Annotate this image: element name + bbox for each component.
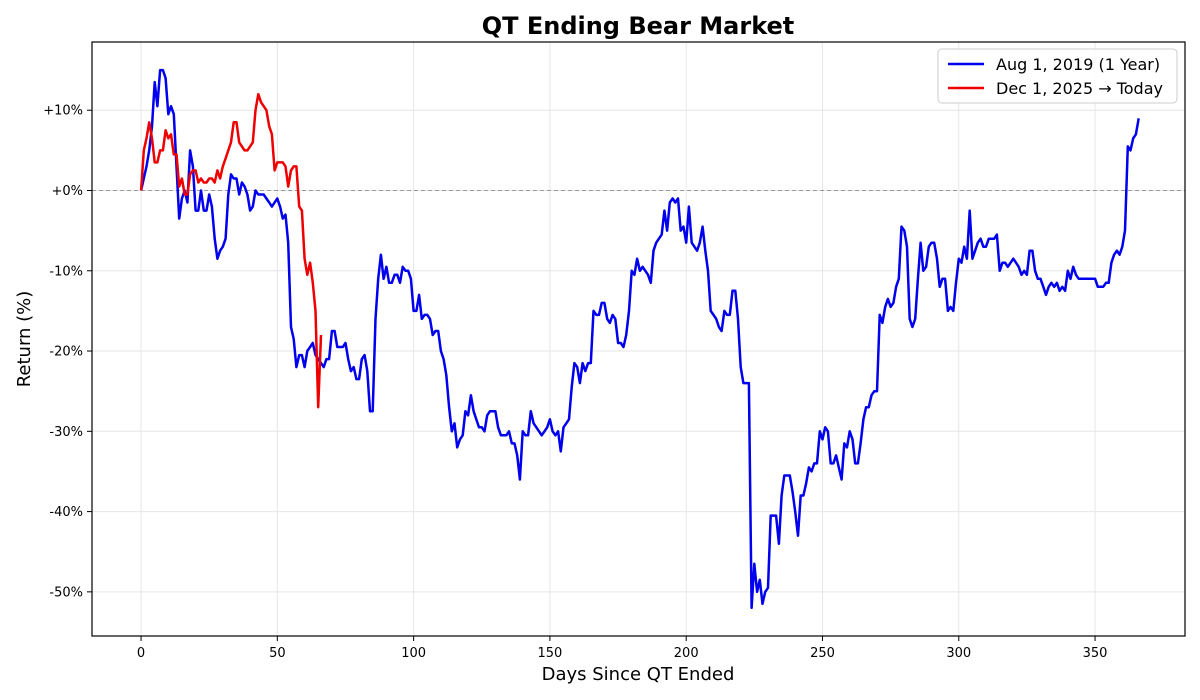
plot-area-frame xyxy=(91,41,1186,637)
x-tick-label: 300 xyxy=(946,646,971,661)
series-lines xyxy=(139,68,1140,610)
y-tick-label: -40% xyxy=(49,505,83,520)
y-tick-label: -20% xyxy=(49,345,83,360)
y-axis-ticks: +10% +0% -10% -20% -30% -40% -50% xyxy=(43,104,92,600)
chart-title: QT Ending Bear Market xyxy=(482,12,795,40)
x-tick-label: 0 xyxy=(137,646,145,661)
x-tick-label: 350 xyxy=(1083,646,1108,661)
x-tick-label: 50 xyxy=(269,646,286,661)
series-line-2 xyxy=(139,92,323,409)
y-tick-label: +0% xyxy=(51,184,83,199)
x-tick-label: 100 xyxy=(401,646,426,661)
x-axis-label: Days Since QT Ended xyxy=(542,664,735,685)
y-axis-label: Return (%) xyxy=(14,291,35,388)
y-tick-label: -30% xyxy=(49,425,83,440)
x-tick-label: 200 xyxy=(674,646,699,661)
legend-label-series-1: Aug 1, 2019 (1 Year) xyxy=(996,55,1160,74)
legend: Aug 1, 2019 (1 Year) Dec 1, 2025 → Today xyxy=(937,48,1178,104)
y-tick-label: +10% xyxy=(43,104,83,119)
x-axis-ticks: 0 50 100 150 200 250 300 350 xyxy=(137,636,1108,661)
y-tick-label: -50% xyxy=(49,585,83,600)
legend-label-series-2: Dec 1, 2025 → Today xyxy=(996,79,1163,98)
x-tick-label: 150 xyxy=(538,646,563,661)
y-tick-label: -10% xyxy=(49,264,83,279)
x-tick-label: 250 xyxy=(810,646,835,661)
series-line-1 xyxy=(139,68,1140,610)
legend-box xyxy=(937,48,1178,104)
grid xyxy=(92,42,1185,636)
